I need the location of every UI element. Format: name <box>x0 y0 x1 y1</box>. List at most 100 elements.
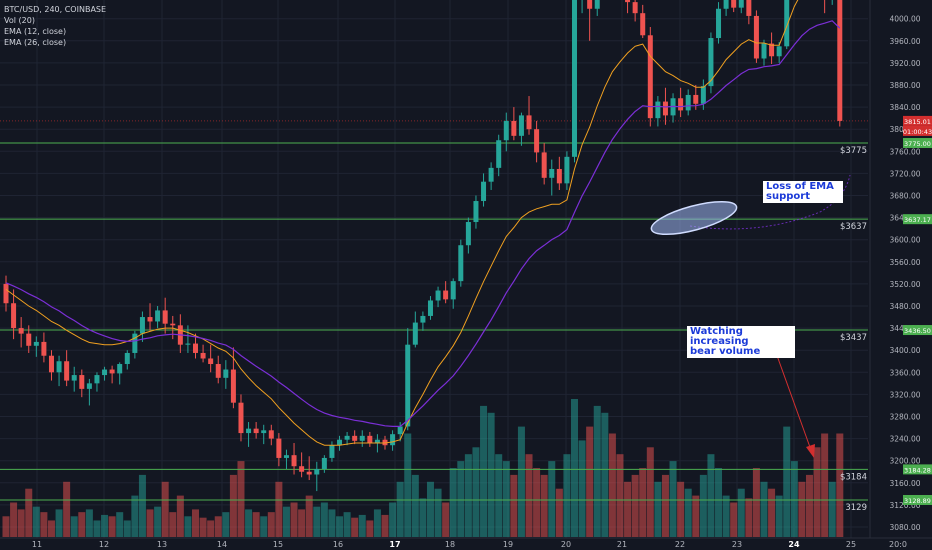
time-tick-label: 12 <box>99 540 109 549</box>
price-tick-label: 4040.00 <box>889 0 920 2</box>
candle-body <box>397 426 403 435</box>
volume-bar <box>373 509 381 537</box>
time-tick-label: 19 <box>503 540 513 549</box>
time-tick-label: 20:0 <box>889 540 907 549</box>
candle-body <box>299 466 305 472</box>
candle-body <box>94 375 100 384</box>
volume-bar <box>525 454 533 537</box>
volume-bar <box>343 512 351 537</box>
volume-bar <box>290 502 298 537</box>
price-tick-label: 4000.00 <box>889 15 920 24</box>
volume-bar <box>169 512 177 537</box>
price-tag-text-support-3637: 3637.17 <box>904 216 931 224</box>
candle-body <box>56 361 62 373</box>
volume-bar <box>260 516 268 537</box>
candle-body <box>458 245 464 282</box>
candle-body <box>215 364 221 378</box>
volume-bar <box>320 502 328 537</box>
candle-body <box>109 369 115 374</box>
candle-body <box>352 435 358 441</box>
volume-bar <box>487 412 495 537</box>
candle-body <box>776 46 782 57</box>
volume-bar <box>199 517 207 537</box>
volume-bar <box>229 474 237 537</box>
volume-bar <box>396 481 404 537</box>
candle-body <box>170 323 176 326</box>
price-tag-current-price <box>903 115 932 126</box>
volume-bar <box>161 481 169 537</box>
volume-bar <box>237 461 245 537</box>
volume-bar <box>464 454 472 537</box>
volume-bar <box>798 481 806 537</box>
volume-bar <box>101 514 109 537</box>
volume-bar <box>586 426 594 537</box>
price-tick-label: 3680.00 <box>889 192 920 201</box>
volume-bar <box>63 481 71 537</box>
volume-bar <box>282 506 290 537</box>
price-tag-text-support-3775: 3775.00 <box>904 140 931 148</box>
price-tick-label: 3760.00 <box>889 147 920 156</box>
candle-body <box>261 430 267 434</box>
time-tick-label: 23 <box>732 540 742 549</box>
time-tick-label: 17 <box>389 540 400 549</box>
candle-body <box>71 375 77 381</box>
volume-bar <box>55 509 63 537</box>
volume-bar <box>639 468 647 537</box>
volume-bar <box>563 454 571 537</box>
volume-bar <box>138 474 146 537</box>
candle-body <box>693 94 699 104</box>
volume-bar <box>434 488 442 537</box>
price-tick-label: 3320.00 <box>889 390 920 399</box>
volume-bar <box>533 468 541 537</box>
candle-body <box>86 383 92 389</box>
candle-body <box>647 35 653 119</box>
volume-bar <box>775 495 783 537</box>
ema-support-ellipse <box>650 201 738 235</box>
volume-bar <box>336 516 344 537</box>
candle-body <box>769 43 775 57</box>
volume-bar <box>176 495 184 537</box>
volume-bar <box>480 405 488 537</box>
volume-bar <box>722 495 730 537</box>
level-label-support-3184: $3184 <box>840 472 867 482</box>
candle-body <box>283 455 289 458</box>
price-tag-text-support-3184: 3184.28 <box>904 466 931 474</box>
time-tick-label: 21 <box>617 540 627 549</box>
price-tag-support-3437 <box>903 325 932 336</box>
candle-body <box>518 115 524 136</box>
volume-bar <box>821 433 829 537</box>
volume-bar <box>805 474 813 537</box>
volume-bar <box>502 461 510 537</box>
candle-body <box>723 0 729 9</box>
candle-body <box>496 140 502 168</box>
candle-body <box>3 283 9 304</box>
volume-bar <box>571 399 578 537</box>
volume-bar <box>85 509 93 537</box>
time-tick-label: 24 <box>788 540 800 549</box>
candle-body <box>435 290 441 301</box>
volume-bar <box>154 506 162 537</box>
volume-bar <box>631 474 639 537</box>
candle-body <box>511 120 517 136</box>
candle-body <box>208 358 214 365</box>
volume-bar <box>78 512 86 537</box>
bear-volume-note-line-1: Watching increasing <box>690 326 749 347</box>
candle-body <box>26 333 32 346</box>
volume-indicator-label: Vol (20) <box>4 16 35 25</box>
candle-body <box>337 439 343 446</box>
ema-support-note-line-2: support <box>766 191 810 202</box>
candle-body <box>11 303 17 329</box>
volume-bar <box>32 506 40 537</box>
candle-body <box>321 457 327 469</box>
volume-bars <box>2 399 844 537</box>
volume-bar <box>419 498 427 537</box>
bear-volume-arrow-line <box>774 349 812 451</box>
candle-body <box>685 94 691 111</box>
price-tick-label: 3960.00 <box>889 37 920 46</box>
candle-body <box>738 0 744 8</box>
candle-body <box>549 168 555 178</box>
volume-bar <box>790 461 798 537</box>
volume-bar <box>184 516 192 537</box>
candle-body <box>427 300 433 316</box>
